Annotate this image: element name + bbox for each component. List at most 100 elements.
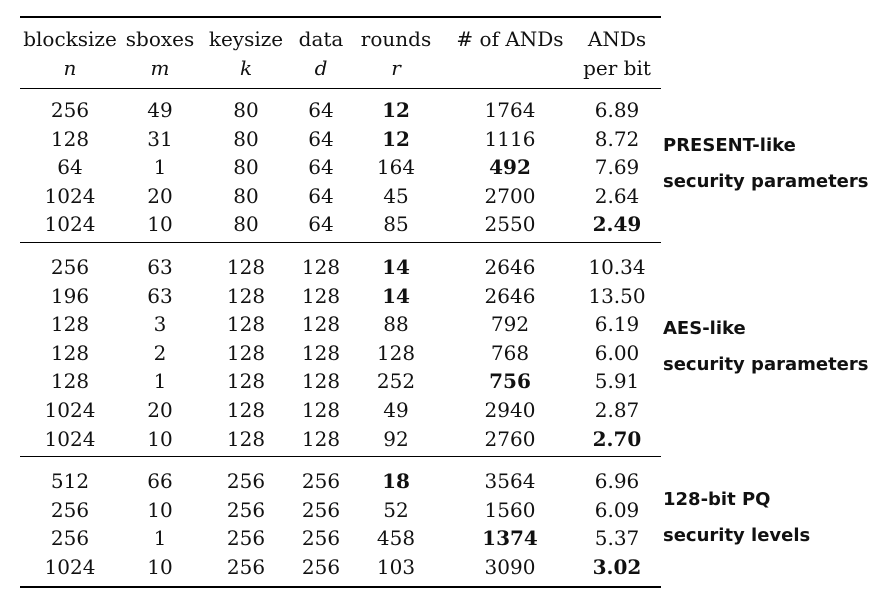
table-cell: 128 <box>226 369 266 394</box>
table-cell: 128 <box>226 312 266 337</box>
table-cell: 10 <box>147 212 173 237</box>
column-subheader: d <box>314 56 328 80</box>
table-top-rule <box>20 16 661 18</box>
table-cell: 1024 <box>44 183 96 208</box>
table-cell: 768 <box>490 340 530 365</box>
header-rule <box>20 88 661 89</box>
table-cell: 2550 <box>484 212 536 237</box>
table-cell: 64 <box>308 155 334 180</box>
table-cell: 128 <box>50 340 90 365</box>
column-subheader: r <box>391 56 401 80</box>
table-cell: 80 <box>233 212 259 237</box>
table-cell: 8.72 <box>594 126 640 151</box>
column-header: data <box>298 27 344 51</box>
column-subheader: per bit <box>583 56 651 80</box>
table-cell: 256 <box>301 469 341 493</box>
table-cell: 3090 <box>484 554 536 579</box>
column-header: sboxes <box>125 27 195 51</box>
table-cell: 164 <box>376 155 416 180</box>
group-note: security levels <box>663 525 811 547</box>
table-cell: 6.89 <box>594 98 640 122</box>
table-cell: 88 <box>383 312 409 337</box>
table-cell: 10 <box>147 554 173 579</box>
table-cell: 52 <box>383 497 409 522</box>
table-cell: 80 <box>233 126 259 151</box>
table-cell: 1 <box>153 369 167 394</box>
column-header: keysize <box>208 27 284 51</box>
table-cell: 49 <box>383 398 409 422</box>
table-cell: 1 <box>153 526 167 551</box>
table-cell: 128 <box>301 283 341 308</box>
table-cell: 128 <box>50 369 90 394</box>
table-cell: 66 <box>147 469 173 493</box>
table-cell: 128 <box>50 312 90 337</box>
table-cell: 256 <box>301 497 341 522</box>
column-subheader: n <box>63 56 77 80</box>
table-cell: 128 <box>50 126 90 151</box>
table-cell: 1024 <box>44 212 96 237</box>
table-cell: 2760 <box>484 426 536 451</box>
table-cell: 92 <box>383 426 409 451</box>
table-cell: 103 <box>376 554 416 579</box>
table-cell: 64 <box>308 212 334 237</box>
table-cell: 128 <box>226 340 266 365</box>
table-cell: 5.37 <box>594 526 640 551</box>
table-cell: 2646 <box>484 283 536 308</box>
table-cell: 63 <box>147 283 173 308</box>
table-cell: 13.50 <box>588 283 646 308</box>
table-cell: 2.49 <box>592 212 642 237</box>
table-cell: 256 <box>226 554 266 579</box>
column-header: # of ANDs <box>456 27 564 51</box>
table-cell: 1374 <box>482 526 538 551</box>
table-cell: 128 <box>226 398 266 422</box>
table-cell: 3.02 <box>592 554 642 579</box>
table-cell: 128 <box>376 340 416 365</box>
table-cell: 128 <box>226 255 266 279</box>
table-cell: 2646 <box>484 255 536 279</box>
table-cell: 1 <box>153 155 167 180</box>
table-cell: 256 <box>50 255 90 279</box>
column-header: ANDs <box>587 27 647 51</box>
table-cell: 7.69 <box>594 155 640 180</box>
table-cell: 128 <box>226 426 266 451</box>
table-cell: 128 <box>301 398 341 422</box>
table-cell: 1116 <box>484 126 536 151</box>
table-cell: 49 <box>147 98 173 122</box>
table-cell: 2940 <box>484 398 536 422</box>
table-cell: 256 <box>226 497 266 522</box>
table-cell: 2.64 <box>594 183 640 208</box>
table-cell: 256 <box>301 526 341 551</box>
table-cell: 458 <box>376 526 416 551</box>
table-cell: 80 <box>233 155 259 180</box>
table-cell: 128 <box>301 255 341 279</box>
table-cell: 18 <box>382 469 410 493</box>
table-cell: 2 <box>153 340 167 365</box>
table-cell: 31 <box>147 126 173 151</box>
table-cell: 1024 <box>44 554 96 579</box>
table-cell: 128 <box>301 369 341 394</box>
table-cell: 2.70 <box>592 426 642 451</box>
table-cell: 64 <box>57 155 83 180</box>
table-cell: 80 <box>233 98 259 122</box>
table-cell: 6.00 <box>594 340 640 365</box>
table-cell: 256 <box>50 526 90 551</box>
table-cell: 256 <box>50 98 90 122</box>
table-cell: 2.87 <box>594 398 640 422</box>
table-cell: 10 <box>147 497 173 522</box>
table-cell: 128 <box>301 426 341 451</box>
table-cell: 63 <box>147 255 173 279</box>
table-cell: 10 <box>147 426 173 451</box>
table-cell: 252 <box>376 369 416 394</box>
table-cell: 80 <box>233 183 259 208</box>
table-cell: 5.91 <box>594 369 640 394</box>
group-separator-rule <box>20 242 661 243</box>
table-cell: 14 <box>382 283 410 308</box>
group-note: AES-like <box>663 318 746 340</box>
table-cell: 64 <box>308 98 334 122</box>
table-cell: 64 <box>308 126 334 151</box>
table-cell: 256 <box>301 554 341 579</box>
table-cell: 1024 <box>44 398 96 422</box>
table-cell: 14 <box>382 255 410 279</box>
group-note: security parameters <box>663 170 869 192</box>
group-note: PRESENT-like <box>663 134 796 156</box>
